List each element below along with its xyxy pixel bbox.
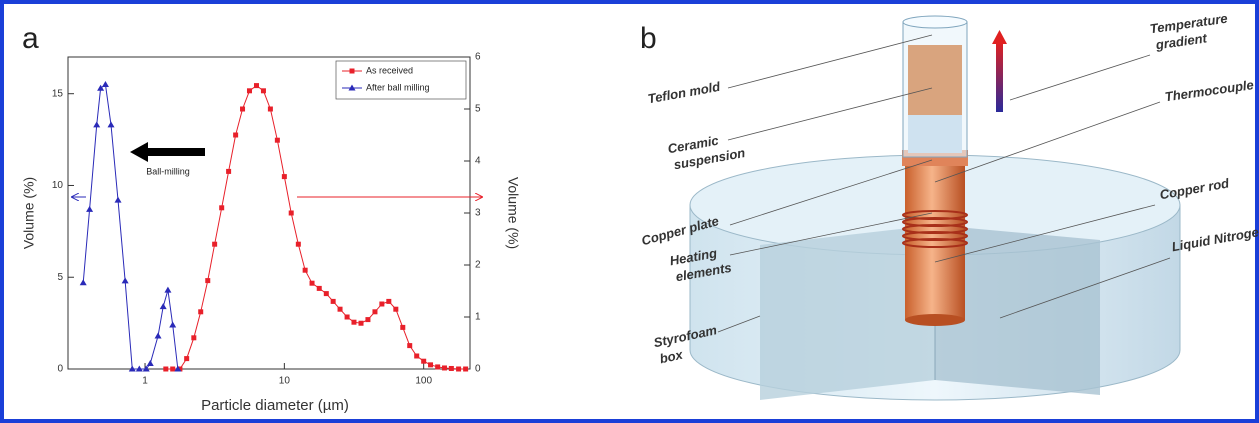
point <box>345 315 350 320</box>
point <box>407 343 412 348</box>
figure: a b Particle diameter (µm) Volume (%) Vo… <box>0 0 1259 423</box>
point <box>275 138 280 143</box>
point <box>331 299 336 304</box>
point <box>296 242 301 247</box>
point <box>414 354 419 359</box>
x-tick-label: 100 <box>415 376 432 387</box>
legend-label: After ball milling <box>366 82 430 92</box>
point <box>379 302 384 307</box>
y2-tick-label: 3 <box>475 208 481 219</box>
y-tick-label: 10 <box>52 180 64 191</box>
point <box>463 367 468 372</box>
point <box>310 281 315 286</box>
point <box>254 83 259 88</box>
point <box>198 309 203 314</box>
point <box>435 364 440 369</box>
x-axis-label: Particle diameter (µm) <box>201 397 349 414</box>
point <box>359 321 364 326</box>
point <box>233 133 238 138</box>
point <box>261 88 266 93</box>
point <box>372 309 377 314</box>
y2-tick-label: 0 <box>475 364 481 375</box>
y-axis-label: Volume (%) <box>21 177 37 249</box>
point <box>247 88 252 93</box>
point <box>303 268 308 273</box>
y2-axis-label: Volume (%) <box>505 177 521 249</box>
panel-label: b <box>640 22 657 55</box>
x-tick-label: 10 <box>279 376 291 387</box>
y2-tick-label: 6 <box>475 52 481 63</box>
point <box>421 359 426 364</box>
legend-label: As received <box>366 65 413 75</box>
point <box>338 307 343 312</box>
point <box>212 242 217 247</box>
point <box>219 205 224 210</box>
legend-marker <box>350 69 355 74</box>
point <box>289 211 294 216</box>
panel-label: a <box>22 22 39 55</box>
y-tick-label: 15 <box>52 88 64 99</box>
point <box>449 366 454 371</box>
point <box>324 291 329 296</box>
point <box>386 299 391 304</box>
point <box>365 317 370 322</box>
point <box>428 362 433 367</box>
point <box>205 278 210 283</box>
frozen-zone <box>908 115 962 153</box>
x-tick-label: 1 <box>142 376 148 387</box>
point <box>163 367 168 372</box>
mold-top <box>903 16 967 28</box>
point <box>191 335 196 340</box>
point <box>282 174 287 179</box>
y2-tick-label: 5 <box>475 104 481 115</box>
point <box>351 320 356 325</box>
point <box>456 367 461 372</box>
y2-tick-label: 4 <box>475 156 481 167</box>
point <box>442 365 447 370</box>
y2-tick-label: 2 <box>475 260 481 271</box>
annotation: Ball-milling <box>146 166 190 176</box>
point <box>317 286 322 291</box>
point <box>393 307 398 312</box>
point <box>268 107 273 112</box>
point <box>184 356 189 361</box>
y-tick-label: 5 <box>57 272 63 283</box>
y-tick-label: 0 <box>57 364 63 375</box>
point <box>400 325 405 330</box>
suspension <box>908 45 962 115</box>
point <box>226 169 231 174</box>
point <box>170 367 175 372</box>
rod-end <box>905 314 965 326</box>
y2-tick-label: 1 <box>475 312 481 323</box>
point <box>240 107 245 112</box>
gradient-bar <box>996 42 1003 112</box>
